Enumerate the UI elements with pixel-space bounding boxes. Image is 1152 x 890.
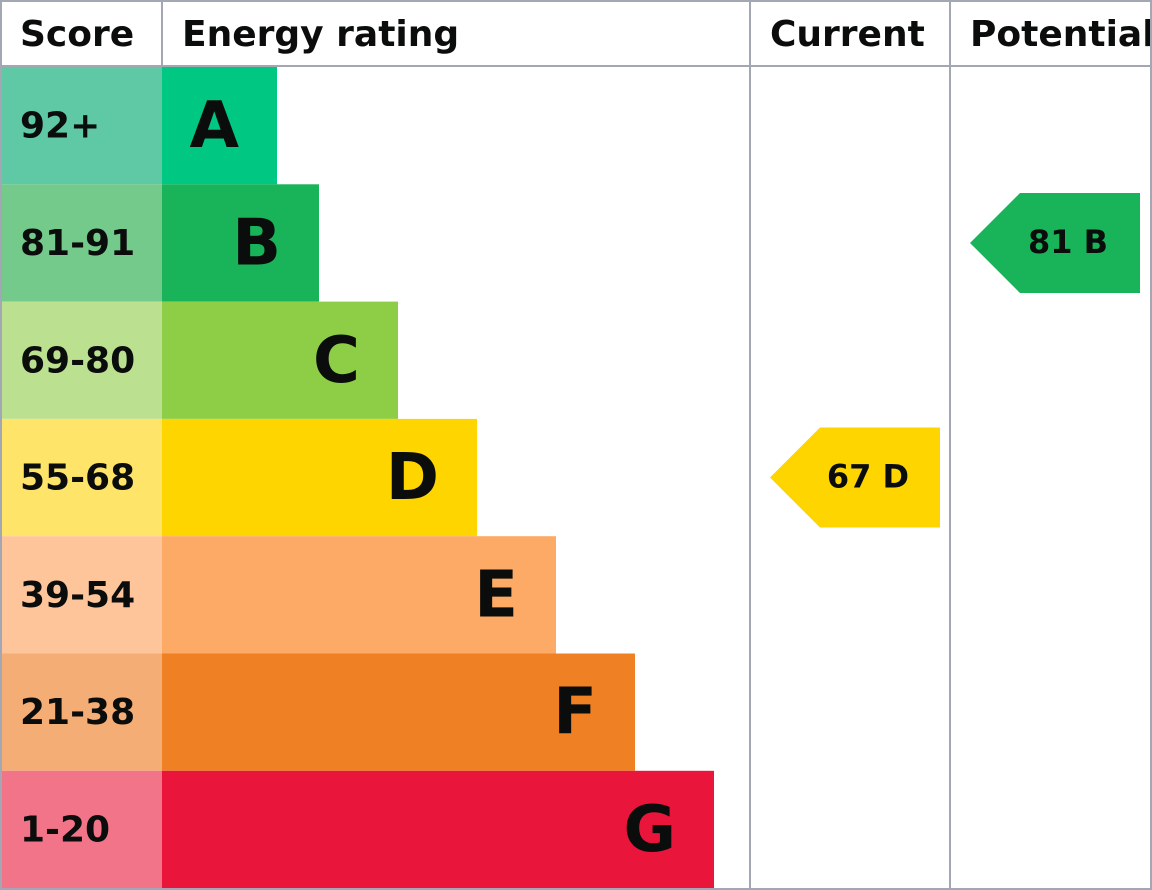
band-letter: D: [386, 441, 439, 515]
score-range: 81-91: [20, 223, 135, 264]
score-range: 39-54: [20, 575, 135, 616]
score-range: 21-38: [20, 692, 135, 733]
rating-bar: [162, 770, 714, 889]
current-label: 67 D: [827, 458, 909, 496]
band-letter: B: [232, 207, 281, 281]
rating-bar: [162, 653, 635, 771]
score-cell: [0, 67, 162, 185]
header-score: Score: [20, 14, 134, 55]
rating-bar: [162, 536, 556, 654]
rating-bar: [162, 418, 477, 537]
header-rating: Energy rating: [182, 14, 459, 55]
rating-bar: [162, 301, 398, 419]
band-letter: A: [189, 89, 239, 163]
rating-bar: [162, 184, 319, 302]
score-cell: [0, 418, 162, 537]
header-potential: Potential: [970, 14, 1152, 55]
potential-label: 81 B: [1028, 223, 1108, 261]
potential-band: B: [1084, 223, 1108, 261]
potential-score: 81: [1028, 223, 1073, 261]
band-letter: C: [313, 324, 360, 398]
score-cell: [0, 770, 162, 889]
score-range: 92+: [20, 106, 100, 147]
score-range: 69-80: [20, 340, 135, 381]
potential-arrow: [970, 192, 1140, 293]
header-current: Current: [770, 14, 925, 55]
score-cell: [0, 184, 162, 302]
score-range: 1-20: [20, 809, 110, 850]
band-letter: G: [623, 793, 676, 867]
current-band: D: [883, 458, 910, 496]
score-range: 55-68: [20, 458, 135, 499]
band-letter: E: [474, 558, 518, 632]
score-cell: [0, 536, 162, 654]
rating-bar: [162, 67, 277, 185]
current-arrow: [770, 427, 940, 528]
band-letter: F: [553, 676, 597, 750]
score-cell: [0, 301, 162, 419]
current-score: 67: [827, 458, 872, 496]
score-cell: [0, 653, 162, 771]
